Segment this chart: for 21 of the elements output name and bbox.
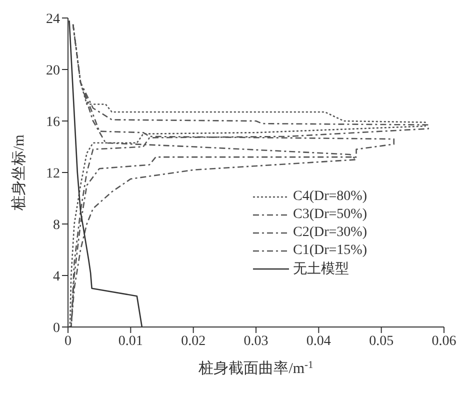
x-tick-label: 0.03 — [244, 334, 268, 349]
x-tick-label: 0.02 — [181, 334, 206, 349]
y-tick-label: 16 — [46, 114, 60, 130]
legend-label: C1(Dr=15%) — [293, 243, 367, 259]
x-tick-label: 0.01 — [118, 334, 143, 349]
y-tick-label: 8 — [53, 218, 60, 233]
y-axis-title: 桩身坐标/m — [10, 134, 28, 212]
y-tick-label: 12 — [46, 166, 60, 182]
x-tick-label: 0.05 — [369, 334, 394, 349]
x-tick-label: 0.04 — [306, 334, 331, 349]
y-tick-label: 24 — [46, 12, 60, 27]
x-axis-title: 桩身截面曲率/m$^{-1}$ — [198, 360, 314, 377]
y-tick-label: 4 — [53, 269, 60, 284]
x-tick-label: 0 — [64, 334, 72, 349]
legend-label: 无土模型 — [293, 260, 349, 278]
y-tick-label: 0 — [53, 320, 60, 336]
x-tick-label: 0.06 — [432, 334, 456, 349]
legend-label: C3(Dr=50%) — [293, 207, 367, 223]
legend-label: C4(Dr=80%) — [293, 189, 367, 205]
y-tick-label: 20 — [46, 63, 60, 78]
legend-label: C2(Dr=30%) — [293, 225, 367, 241]
